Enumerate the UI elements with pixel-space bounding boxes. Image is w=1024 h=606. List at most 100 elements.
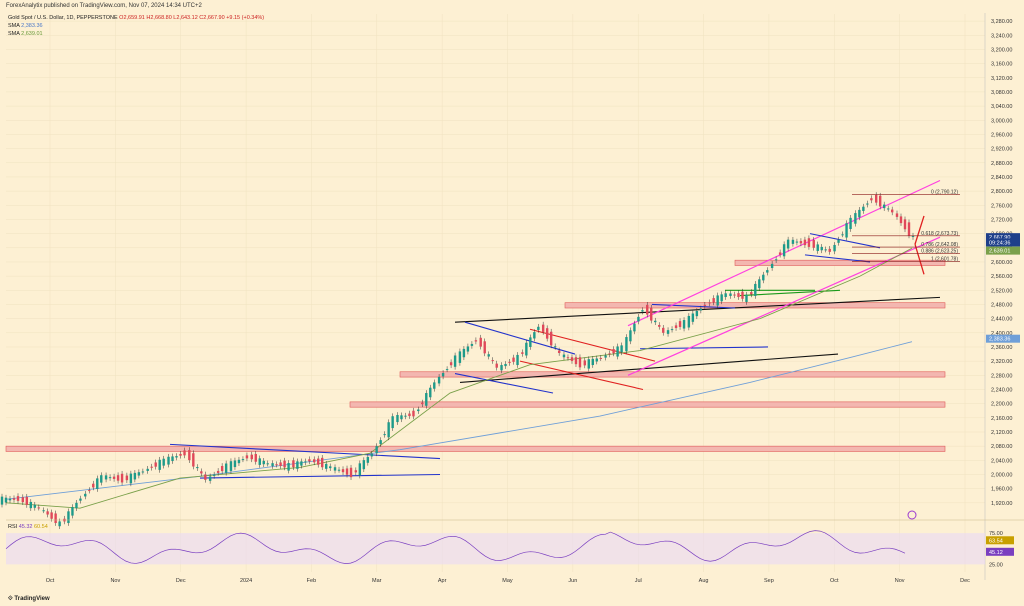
- rsi-label: RSI: [8, 524, 18, 530]
- candle-body: [878, 195, 882, 207]
- candle-body: [699, 308, 703, 311]
- time-tick: Sep: [764, 578, 774, 584]
- price-tick: 2,400.00: [991, 331, 1012, 337]
- tradingview-logo[interactable]: ⟐ TradingView: [8, 596, 50, 602]
- candle-body: [625, 337, 628, 352]
- candle-body: [841, 234, 844, 236]
- price-tick: 2,320.00: [991, 359, 1012, 365]
- sma-short-value: 2,639.01: [21, 31, 43, 37]
- candle-body: [608, 353, 611, 355]
- candle-body: [200, 471, 203, 474]
- candle-body: [828, 248, 831, 252]
- candle-body: [254, 453, 257, 462]
- candle-body: [782, 244, 786, 257]
- sma-short-tag: 2,639.01: [989, 249, 1010, 255]
- candle-body: [88, 490, 91, 492]
- candle-body: [774, 259, 778, 261]
- candle-body: [612, 349, 615, 354]
- candle-body: [349, 467, 353, 478]
- candle-body: [50, 512, 53, 519]
- candle-body: [358, 463, 362, 476]
- candle-body: [292, 460, 295, 468]
- candle-body: [321, 457, 324, 468]
- symbol-row: Gold Spot / U.S. Dollar, 1D, PEPPERSTONE…: [8, 14, 264, 22]
- fib-label: 1 (2,601.78): [931, 256, 958, 262]
- price-tick: 3,080.00: [991, 90, 1012, 96]
- resistance-zones: [5, 259, 946, 452]
- candle-body: [129, 473, 133, 484]
- candle-body: [449, 362, 453, 366]
- candle-body: [425, 393, 428, 406]
- candle-body: [733, 294, 736, 296]
- chart-legend: Gold Spot / U.S. Dollar, 1D, PEPPERSTONE…: [8, 14, 264, 38]
- candle-body: [4, 497, 8, 503]
- candle-body: [345, 468, 349, 475]
- price-tick: 2,800.00: [991, 189, 1012, 195]
- candle-body: [188, 450, 191, 461]
- candle-body: [370, 453, 374, 457]
- candle-body: [162, 458, 165, 466]
- candle-body: [8, 498, 12, 501]
- candle-body: [58, 521, 61, 527]
- candle-body: [483, 341, 486, 354]
- time-tick: Dec: [176, 578, 186, 584]
- candle-body: [300, 461, 303, 466]
- candle-body: [54, 513, 57, 524]
- candle-body: [553, 346, 557, 348]
- candle-body: [646, 304, 649, 315]
- sma-long-label: SMA: [8, 23, 20, 29]
- rsi-legend[interactable]: RSI 45.32 60.54: [8, 524, 48, 530]
- sma-short-line: [5, 247, 913, 509]
- candle-body: [895, 213, 899, 217]
- candle-body: [583, 360, 586, 366]
- price-tick: 2,560.00: [991, 274, 1012, 280]
- time-tick: Oct: [830, 578, 839, 584]
- candle-body: [75, 502, 78, 509]
- price-tick: 3,040.00: [991, 104, 1012, 110]
- candle-body: [716, 295, 719, 306]
- candle-body: [462, 348, 466, 358]
- candle-body: [495, 363, 498, 368]
- candle-body: [795, 241, 799, 243]
- price-tick: 2,840.00: [991, 175, 1012, 181]
- price-tick: 2,240.00: [991, 387, 1012, 393]
- candle-body: [37, 507, 41, 509]
- candle-body: [758, 279, 761, 289]
- candle-body: [220, 465, 224, 472]
- candle-body: [417, 409, 420, 412]
- candle-body: [287, 462, 290, 471]
- candle-body: [258, 458, 261, 465]
- sma-short-label: SMA: [8, 31, 20, 37]
- sma-long-line: [5, 341, 913, 500]
- candle-body: [266, 463, 269, 465]
- rsi-band: [6, 533, 985, 565]
- candle-body: [146, 468, 149, 471]
- sma-long-row[interactable]: SMA 2,383.36: [8, 22, 264, 30]
- sma-short-row[interactable]: SMA 2,639.01: [8, 30, 264, 38]
- event-marker-icon: [907, 510, 917, 520]
- candle-body: [674, 325, 678, 329]
- candle-body: [241, 459, 245, 461]
- candle-body: [329, 466, 332, 469]
- candle-body: [886, 208, 890, 210]
- candle-body: [84, 493, 87, 497]
- time-tick: Apr: [438, 578, 447, 584]
- candle-body: [196, 467, 199, 469]
- price-tick: 2,920.00: [991, 147, 1012, 153]
- candle-body: [799, 241, 803, 244]
- candle-body: [12, 498, 16, 500]
- candle-body: [167, 456, 170, 465]
- candle-body: [849, 217, 852, 230]
- candle-body: [525, 342, 528, 356]
- time-tick: Aug: [699, 578, 709, 584]
- candle-body: [229, 461, 233, 471]
- candle-body: [737, 293, 740, 298]
- price-tick: 2,200.00: [991, 402, 1012, 408]
- candle-body: [421, 402, 424, 405]
- time-tick: Oct: [46, 578, 55, 584]
- pennant-upper-line: [809, 233, 881, 249]
- price-tick: 3,280.00: [991, 19, 1012, 25]
- triangle-upper-line: [169, 443, 441, 460]
